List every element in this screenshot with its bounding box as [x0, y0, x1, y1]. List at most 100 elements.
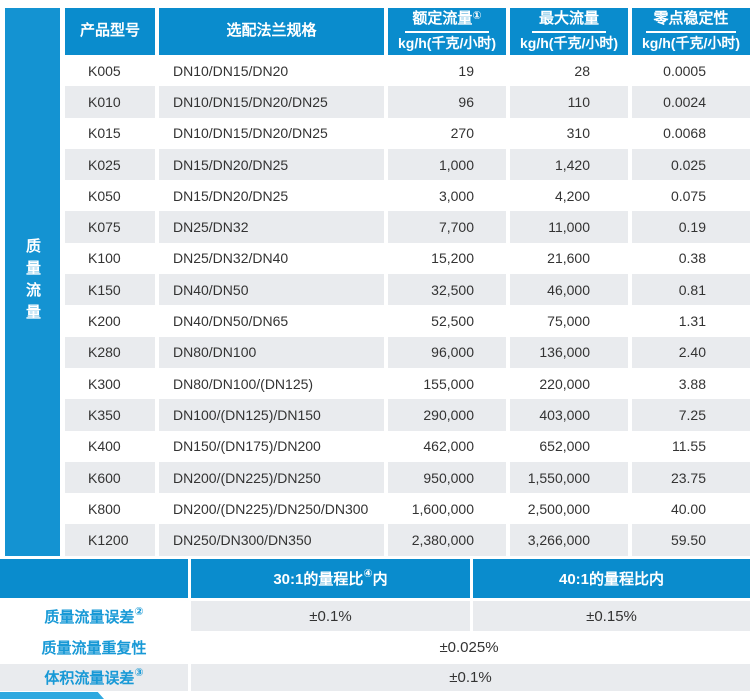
- table-header-row: 产品型号 选配法兰规格 额定流量① kg/h(千克/小时) 最大流量 kg/h(…: [65, 8, 750, 55]
- model-cell: K100: [65, 242, 155, 275]
- zero-stability-cell: 40.00: [628, 493, 750, 525]
- mass-flow-sidebar: 质量流量: [5, 8, 60, 556]
- table-row: K010 DN10/DN15/DN20/DN25 96 110 0.0024: [65, 86, 750, 118]
- turndown-30-text: 30:1的量程比: [273, 571, 364, 588]
- flange-cell: DN40/DN50/DN65: [155, 305, 384, 337]
- model-cell: K150: [65, 274, 155, 306]
- max-flow-cell: 46,000: [506, 274, 628, 306]
- header-rated-flow-text: 额定流量: [412, 10, 473, 28]
- max-flow-cell: 110: [506, 86, 628, 118]
- spec-header-turndown-30: 30:1的量程比 ④ 内: [188, 559, 470, 598]
- flange-cell: DN10/DN15/DN20/DN25: [155, 117, 384, 149]
- zero-stability-cell: 0.0024: [628, 86, 750, 118]
- zero-stability-cell: 0.025: [628, 148, 750, 181]
- footnote-2-marker: ②: [134, 605, 144, 618]
- sidebar-label: 质量流量: [24, 238, 41, 326]
- max-flow-cell: 75,000: [506, 305, 628, 337]
- zero-stability-cell: 3.88: [628, 367, 750, 400]
- header-product-model: 产品型号: [65, 8, 155, 55]
- zero-stability-cell: 0.0005: [628, 55, 750, 87]
- header-max-flow-unit: kg/h(千克/小时): [520, 35, 618, 52]
- max-flow-cell: 21,600: [506, 242, 628, 275]
- header-rated-flow-unit: kg/h(千克/小时): [398, 35, 496, 52]
- flange-cell: DN15/DN20/DN25: [155, 148, 384, 181]
- max-flow-cell: 403,000: [506, 399, 628, 431]
- zero-stability-cell: 11.55: [628, 430, 750, 462]
- turndown-30-suffix: 内: [372, 571, 388, 588]
- model-cell: K350: [65, 399, 155, 431]
- model-cell: K280: [65, 336, 155, 368]
- max-flow-cell: 652,000: [506, 430, 628, 462]
- table-row: K005 DN10/DN15/DN20 19 28 0.0005: [65, 55, 750, 87]
- max-flow-cell: 310: [506, 117, 628, 149]
- mass-flow-error-label: 质量流量误差 ②: [0, 601, 188, 631]
- header-rated-flow-title: 额定流量①: [405, 10, 489, 34]
- header-zero-stability-unit: kg/h(千克/小时): [642, 35, 740, 52]
- table-row: K075 DN25/DN32 7,700 11,000 0.19: [65, 211, 750, 243]
- table-row: K100 DN25/DN32/DN40 15,200 21,600 0.38: [65, 242, 750, 275]
- rated-flow-cell: 2,380,000: [384, 524, 506, 556]
- volume-flow-error-value: ±0.1%: [188, 664, 750, 691]
- zero-stability-cell: 0.075: [628, 180, 750, 212]
- table-row: K350 DN100/(DN125)/DN150 290,000 403,000 7.2…: [65, 399, 750, 431]
- flange-cell: DN25/DN32/DN40: [155, 242, 384, 275]
- zero-stability-cell: 2.40: [628, 336, 750, 368]
- rated-flow-cell: 290,000: [384, 399, 506, 431]
- zero-stability-cell: 23.75: [628, 461, 750, 494]
- flange-cell: DN10/DN15/DN20: [155, 55, 384, 87]
- rated-flow-cell: 3,000: [384, 180, 506, 212]
- max-flow-cell: 1,550,000: [506, 461, 628, 494]
- zero-stability-cell: 0.19: [628, 211, 750, 243]
- mass-flow-repeatability-value: ±0.025%: [188, 633, 750, 662]
- volume-flow-error-text: 体积流量误差: [44, 670, 135, 687]
- spec-header-turndown-40: 40:1的量程比内: [470, 559, 750, 598]
- model-cell: K600: [65, 461, 155, 494]
- rated-flow-cell: 32,500: [384, 274, 506, 306]
- rated-flow-cell: 7,700: [384, 211, 506, 243]
- model-cell: K800: [65, 493, 155, 525]
- model-cell: K015: [65, 117, 155, 149]
- flange-cell: DN80/DN100/(DN125): [155, 367, 384, 400]
- model-cell: K050: [65, 180, 155, 212]
- header-max-flow: 最大流量 kg/h(千克/小时): [506, 8, 628, 55]
- flange-cell: DN15/DN20/DN25: [155, 180, 384, 212]
- spec-row-mass-flow-repeatability: 质量流量重复性 ±0.025%: [0, 633, 750, 662]
- table-row: K280 DN80/DN100 96,000 136,000 2.40: [65, 336, 750, 368]
- zero-stability-cell: 0.0068: [628, 117, 750, 149]
- spec-header-corner: [0, 559, 188, 598]
- mass-flow-error-text: 质量流量误差: [44, 608, 135, 626]
- header-max-flow-title: 最大流量: [531, 10, 606, 34]
- header-flange-spec: 选配法兰规格: [155, 8, 384, 55]
- rated-flow-cell: 96: [384, 86, 506, 118]
- spec-row-mass-flow-error: 质量流量误差 ② ±0.1% ±0.15%: [0, 601, 750, 631]
- max-flow-cell: 1,420: [506, 148, 628, 181]
- header-flange-spec-label: 选配法兰规格: [226, 22, 317, 40]
- flange-cell: DN80/DN100: [155, 336, 384, 368]
- spec-row-volume-flow-error: 体积流量误差 ③ ±0.1%: [0, 664, 750, 691]
- rated-flow-cell: 96,000: [384, 336, 506, 368]
- model-cell: K005: [65, 55, 155, 87]
- rated-flow-cell: 950,000: [384, 461, 506, 494]
- zero-stability-cell: 0.81: [628, 274, 750, 306]
- flange-cell: DN40/DN50: [155, 274, 384, 306]
- max-flow-cell: 28: [506, 55, 628, 87]
- rated-flow-cell: 19: [384, 55, 506, 87]
- rated-flow-cell: 462,000: [384, 430, 506, 462]
- max-flow-cell: 4,200: [506, 180, 628, 212]
- header-zero-stability-text: 零点稳定性: [653, 10, 729, 28]
- footnote-3-marker: ③: [134, 667, 144, 679]
- zero-stability-cell: 7.25: [628, 399, 750, 431]
- header-rated-flow: 额定流量① kg/h(千克/小时): [384, 8, 506, 55]
- flange-cell: DN25/DN32: [155, 211, 384, 243]
- turndown-40-text: 40:1的量程比内: [558, 571, 665, 588]
- model-cell: K025: [65, 148, 155, 181]
- spec-header-row: 30:1的量程比 ④ 内 40:1的量程比内: [0, 559, 750, 598]
- flange-cell: DN250/DN300/DN350: [155, 524, 384, 556]
- header-max-flow-text: 最大流量: [538, 10, 599, 28]
- zero-stability-cell: 1.31: [628, 305, 750, 337]
- zero-stability-cell: 59.50: [628, 524, 750, 556]
- model-cell: K400: [65, 430, 155, 462]
- model-cell: K010: [65, 86, 155, 118]
- table-row: K800 DN200/(DN225)/DN250/DN300 1,600,000 2,…: [65, 493, 750, 525]
